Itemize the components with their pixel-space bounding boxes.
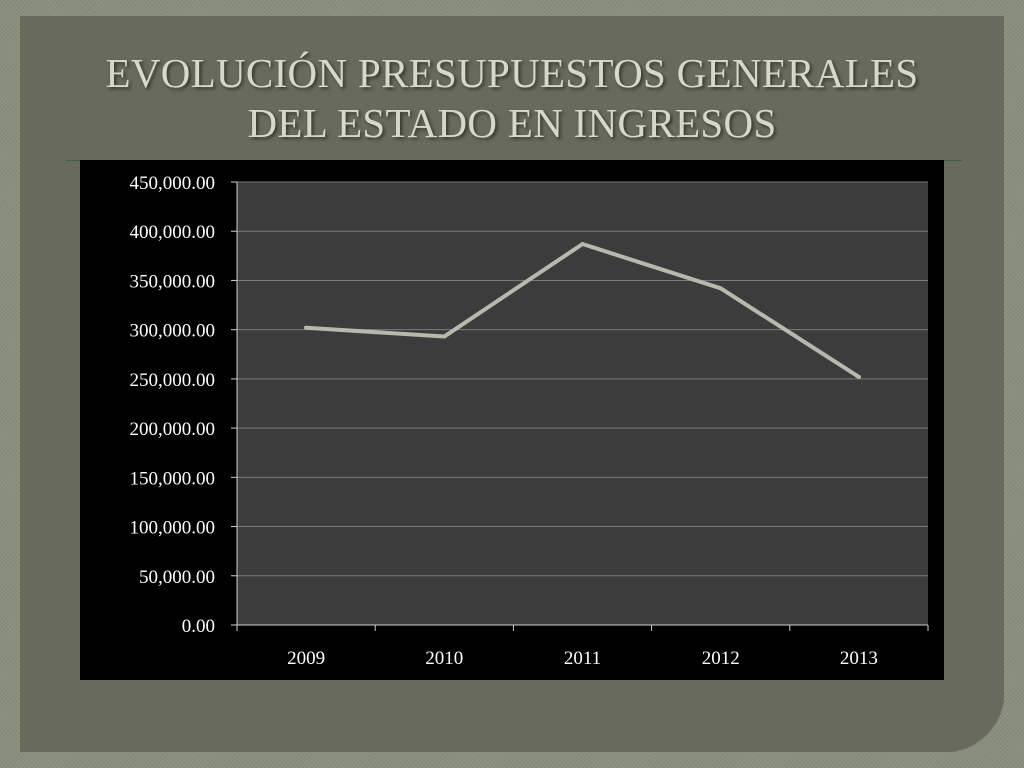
x-tick-label: 2010 (425, 648, 463, 669)
y-tick-label: 200,000.00 (130, 419, 216, 440)
y-tick-label: 150,000.00 (130, 468, 216, 489)
slide-title: EVOLUCIÓN PRESUPUESTOS GENERALES DEL EST… (40, 48, 984, 148)
y-tick-label: 300,000.00 (130, 321, 216, 342)
y-tick-label: 350,000.00 (130, 271, 216, 292)
data-point (580, 242, 585, 247)
y-tick-label: 50,000.00 (139, 567, 215, 588)
data-point (442, 334, 447, 339)
x-tick-label: 2012 (702, 648, 740, 669)
plot-area (237, 182, 928, 625)
data-point (304, 325, 309, 330)
y-tick-label: 250,000.00 (130, 370, 216, 391)
slide-title-line-1: EVOLUCIÓN PRESUPUESTOS GENERALES (105, 50, 919, 96)
y-tick-label: 100,000.00 (130, 518, 216, 539)
data-point (718, 286, 723, 291)
y-tick-label: 450,000.00 (130, 173, 216, 194)
line-chart: 0.00 50,000.00 100,000.00 150,000.00 200,000… (130, 173, 929, 669)
x-tick-label: 2013 (840, 648, 878, 669)
x-tick-label: 2011 (564, 648, 601, 669)
slide-title-line-2: DEL ESTADO EN INGRESOS (247, 100, 777, 146)
x-tick-label: 2009 (287, 648, 325, 669)
y-tick-label: 0.00 (182, 616, 215, 637)
y-tick-label: 400,000.00 (130, 222, 216, 243)
data-point (856, 374, 861, 379)
chart-container: 0.00 50,000.00 100,000.00 150,000.00 200,000… (80, 160, 944, 680)
